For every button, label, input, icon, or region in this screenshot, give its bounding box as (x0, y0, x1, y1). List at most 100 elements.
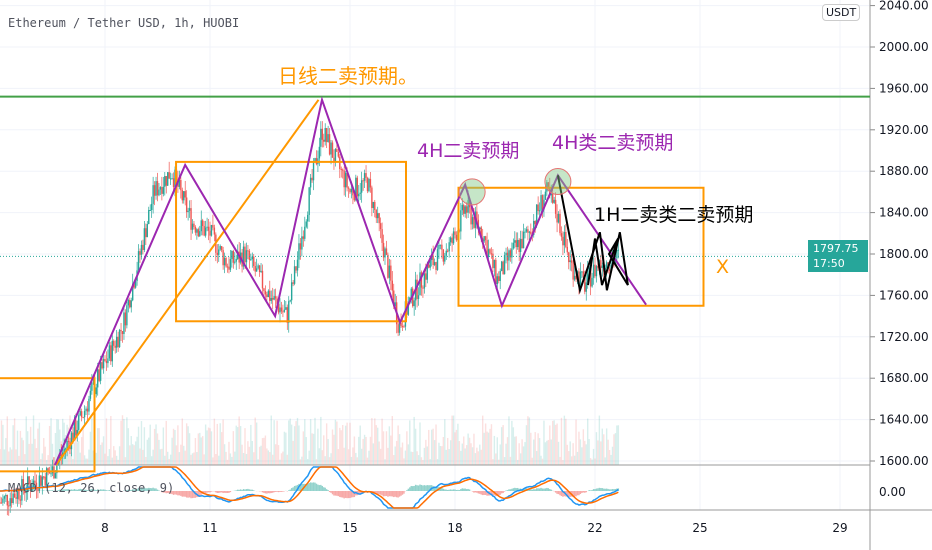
macd-histogram-bar (607, 488, 609, 491)
macd-histogram-bar (463, 488, 465, 491)
volume-bar (174, 430, 176, 465)
candle-body (218, 249, 220, 255)
volume-bar (403, 458, 405, 465)
volume-bar (250, 424, 252, 465)
volume-bar (358, 436, 360, 465)
volume-bar (212, 457, 214, 465)
candle-body (465, 206, 468, 213)
candle-body (247, 250, 249, 252)
candle-body (16, 489, 19, 499)
volume-bar (492, 459, 494, 465)
macd-histogram-bar (506, 490, 509, 491)
candle-body (120, 329, 122, 332)
candle-body (10, 498, 13, 504)
signal-line (0, 466, 619, 509)
volume-bar (576, 451, 579, 465)
annotation-x: X (716, 256, 730, 278)
macd-histogram-bar (178, 491, 181, 496)
macd-histogram-bar (223, 491, 226, 493)
candle-body (305, 221, 307, 227)
volume-bar (369, 436, 372, 465)
candle-body (372, 201, 375, 209)
candle-body (496, 276, 498, 285)
volume-bar (457, 423, 459, 465)
candle-body (2, 498, 4, 503)
macd-histogram-bar (473, 491, 475, 493)
volume-bar (301, 456, 303, 465)
candle-body (24, 489, 26, 494)
volume-bar (270, 415, 272, 465)
volume-bar (162, 427, 165, 465)
macd-histogram-bar (219, 491, 221, 493)
candle-body (174, 169, 176, 187)
macd-histogram-bar (156, 489, 159, 491)
volume-bar (352, 447, 354, 465)
candle-body (229, 259, 232, 270)
currency-badge[interactable]: USDT (822, 4, 861, 21)
volume-bar (378, 441, 380, 465)
macd-histogram-bar (276, 491, 278, 492)
candle-body (194, 226, 197, 233)
macd-histogram-bar (442, 488, 445, 491)
macd-histogram-bar (382, 491, 385, 497)
volume-bar (346, 422, 348, 465)
candle-body (8, 505, 10, 507)
volume-bar (3, 449, 6, 465)
candle-body (463, 204, 465, 214)
volume-bar (388, 426, 391, 465)
candle-body (137, 251, 140, 271)
macd-histogram-bar (290, 488, 293, 491)
volume-bar (218, 455, 220, 465)
x-tick-label: 8 (101, 521, 109, 535)
volume-bar (309, 419, 312, 465)
macd-histogram-bar (225, 491, 227, 494)
volume-bar (464, 448, 466, 465)
volume-bar (321, 450, 323, 465)
volume-bar (604, 457, 606, 465)
volume-bar (330, 453, 332, 465)
volume-bar (337, 449, 340, 465)
volume-bar (417, 455, 420, 465)
volume-bar (506, 437, 509, 465)
candle-body (188, 208, 191, 211)
macd-histogram-bar (598, 487, 601, 491)
macd-histogram-bar (292, 487, 294, 491)
volume-bar (365, 436, 367, 465)
candle-body (59, 454, 61, 460)
volume-bar (234, 451, 236, 465)
macd-histogram-bar (464, 488, 466, 491)
volume-bar (191, 453, 194, 465)
volume-bar (568, 451, 570, 465)
candle-body (318, 146, 321, 159)
candle-body (311, 177, 313, 181)
macd-histogram-bar (387, 491, 389, 497)
macd-histogram-bar (184, 491, 186, 497)
candle-body (490, 253, 493, 255)
macd-histogram-bar (311, 482, 313, 491)
macd-histogram-bar (199, 491, 201, 497)
macd-histogram-bar (51, 490, 54, 491)
candle-body (394, 302, 396, 307)
candle-body (554, 199, 557, 214)
volume-bar (426, 446, 428, 465)
candle-body (608, 268, 611, 272)
macd-histogram-bar (152, 487, 154, 491)
candle-body (197, 229, 200, 237)
candle-body (44, 476, 46, 486)
volume-bar (379, 448, 382, 465)
volume-bar (133, 445, 135, 465)
candle-body (142, 244, 144, 251)
candle-body (566, 246, 568, 253)
candle-body (285, 307, 287, 310)
candle-body (444, 255, 446, 262)
macd-histogram-bar (299, 483, 302, 491)
candle-body (113, 340, 115, 346)
macd-histogram-bar (167, 491, 169, 494)
macd-histogram-bar (220, 491, 223, 493)
macd-histogram-bar (458, 490, 461, 491)
candle-body (37, 489, 39, 491)
volume-bar (274, 444, 277, 465)
volume-bar (161, 448, 163, 465)
